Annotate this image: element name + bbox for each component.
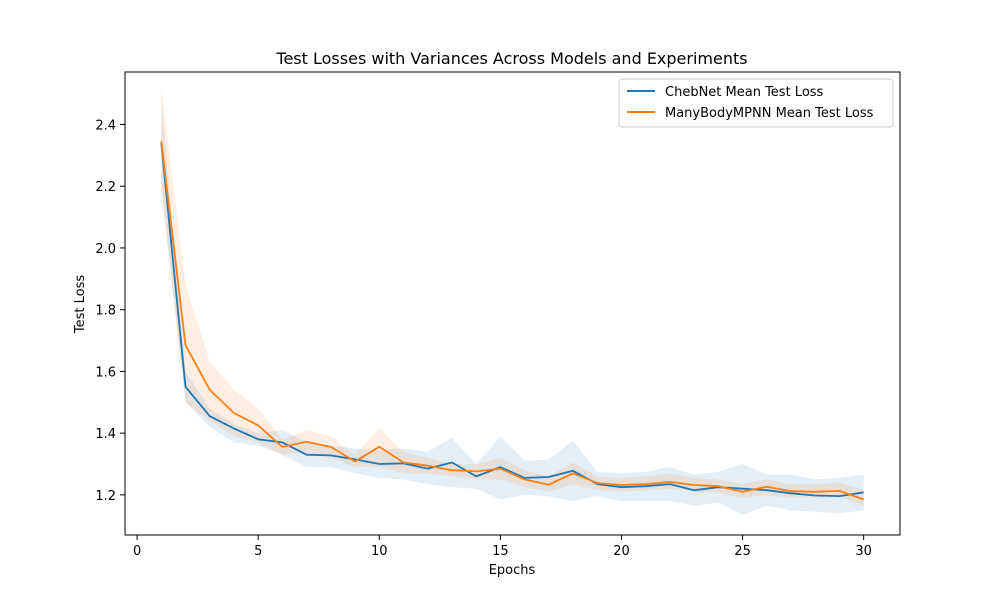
y-tick-label: 2.2 bbox=[95, 180, 116, 195]
y-tick-label: 1.6 bbox=[95, 365, 116, 380]
x-tick-label: 15 bbox=[492, 544, 509, 559]
y-axis-ticks: 1.2 1.4 1.6 1.8 2.0 2.2 2.4 bbox=[95, 118, 125, 504]
x-tick-label: 30 bbox=[855, 544, 872, 559]
x-tick-label: 5 bbox=[254, 544, 262, 559]
chart-title: Test Losses with Variances Across Models… bbox=[275, 49, 747, 68]
legend-label-chebnet: ChebNet Mean Test Loss bbox=[665, 85, 824, 100]
x-tick-label: 25 bbox=[734, 544, 751, 559]
series-line-manybodympnn bbox=[160, 141, 865, 501]
series-line-chebnet bbox=[160, 142, 864, 498]
x-axis-ticks: 0 5 10 15 20 25 30 bbox=[133, 535, 872, 559]
x-tick-label: 10 bbox=[371, 544, 388, 559]
x-tick-label: 20 bbox=[613, 544, 630, 559]
x-tick-label: 0 bbox=[133, 544, 141, 559]
y-tick-label: 1.8 bbox=[95, 304, 116, 319]
series-lines bbox=[160, 141, 865, 501]
plot-frame bbox=[124, 71, 901, 536]
y-axis-label: Test Loss bbox=[73, 275, 88, 334]
y-tick-label: 1.2 bbox=[95, 489, 116, 504]
y-tick-label: 1.4 bbox=[95, 427, 116, 442]
legend-box bbox=[618, 78, 894, 128]
y-tick-label: 2.4 bbox=[95, 118, 116, 133]
legend: ChebNet Mean Test Loss ManyBodyMPNN Mean… bbox=[618, 78, 894, 128]
x-axis-label: Epochs bbox=[489, 563, 536, 578]
legend-label-manybodympnn: ManyBodyMPNN Mean Test Loss bbox=[665, 106, 874, 121]
y-tick-label: 2.0 bbox=[95, 242, 116, 257]
